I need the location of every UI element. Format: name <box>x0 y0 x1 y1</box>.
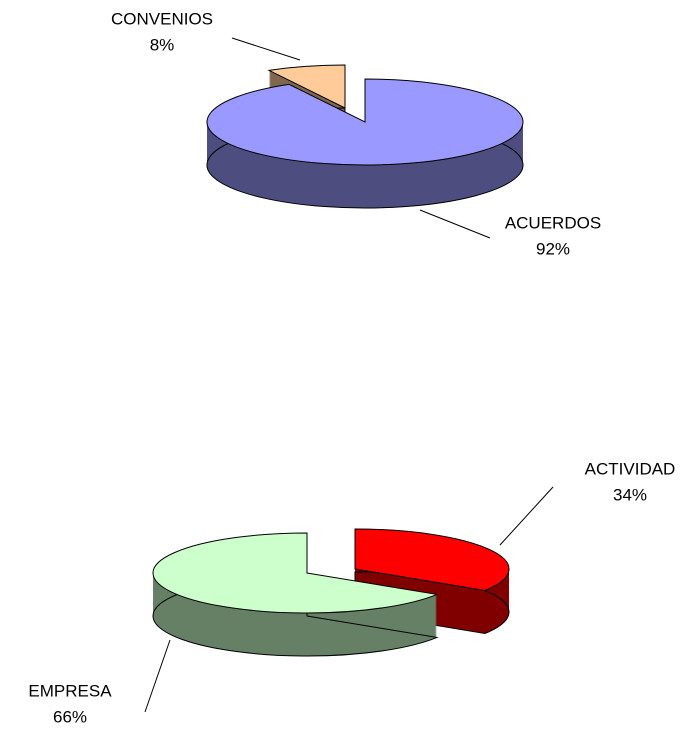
leader-line <box>499 486 554 546</box>
slice <box>354 528 510 591</box>
leader-line <box>419 209 491 239</box>
slice-value-label: 92% <box>536 239 570 258</box>
slice-value-label: 66% <box>53 707 87 726</box>
slice-label: ACTIVIDAD <box>585 459 676 478</box>
slice-label: EMPRESA <box>28 681 112 700</box>
slice <box>267 64 346 109</box>
slice-value-label: 8% <box>150 35 175 54</box>
slice <box>152 532 439 614</box>
slice-value-label: 34% <box>613 485 647 504</box>
leader-line <box>144 639 171 713</box>
slice-label: CONVENIOS <box>111 9 213 28</box>
slice <box>206 78 524 166</box>
leader-line <box>231 37 301 61</box>
slice-label: ACUERDOS <box>505 213 601 232</box>
